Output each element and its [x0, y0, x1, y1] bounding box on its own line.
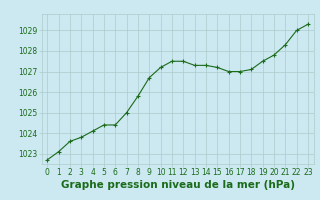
- X-axis label: Graphe pression niveau de la mer (hPa): Graphe pression niveau de la mer (hPa): [60, 180, 295, 190]
